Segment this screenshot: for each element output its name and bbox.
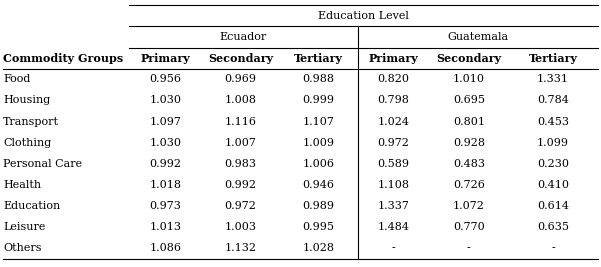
Text: 1.028: 1.028 xyxy=(302,244,335,253)
Text: 1.337: 1.337 xyxy=(377,201,410,211)
Text: 1.007: 1.007 xyxy=(224,138,257,148)
Text: 0.483: 0.483 xyxy=(453,159,485,169)
Text: 0.928: 0.928 xyxy=(453,138,485,148)
Text: 1.108: 1.108 xyxy=(377,180,410,190)
Text: 1.086: 1.086 xyxy=(149,244,182,253)
Text: Transport: Transport xyxy=(3,117,59,127)
Text: Secondary: Secondary xyxy=(208,53,273,64)
Text: 1.099: 1.099 xyxy=(537,138,569,148)
Text: 1.013: 1.013 xyxy=(149,222,182,232)
Text: Housing: Housing xyxy=(3,96,50,105)
Text: 0.614: 0.614 xyxy=(537,201,569,211)
Text: Primary: Primary xyxy=(369,53,418,64)
Text: 0.992: 0.992 xyxy=(149,159,182,169)
Text: 1.484: 1.484 xyxy=(377,222,410,232)
Text: 0.983: 0.983 xyxy=(224,159,257,169)
Text: Primary: Primary xyxy=(141,53,190,64)
Text: 0.770: 0.770 xyxy=(453,222,484,232)
Text: Others: Others xyxy=(3,244,41,253)
Text: 0.635: 0.635 xyxy=(537,222,569,232)
Text: 1.010: 1.010 xyxy=(453,74,485,84)
Text: 0.999: 0.999 xyxy=(302,96,335,105)
Text: 1.107: 1.107 xyxy=(302,117,335,127)
Text: 1.030: 1.030 xyxy=(149,138,182,148)
Text: 0.946: 0.946 xyxy=(302,180,335,190)
Text: Health: Health xyxy=(3,180,41,190)
Text: 1.006: 1.006 xyxy=(302,159,335,169)
Text: 0.973: 0.973 xyxy=(149,201,182,211)
Text: 1.331: 1.331 xyxy=(537,74,569,84)
Text: Food: Food xyxy=(3,74,31,84)
Text: Guatemala: Guatemala xyxy=(447,32,508,42)
Text: 0.995: 0.995 xyxy=(302,222,335,232)
Text: 0.589: 0.589 xyxy=(377,159,410,169)
Text: 0.784: 0.784 xyxy=(537,96,569,105)
Text: 1.008: 1.008 xyxy=(224,96,257,105)
Text: 0.453: 0.453 xyxy=(537,117,569,127)
Text: 0.230: 0.230 xyxy=(537,159,569,169)
Text: 1.024: 1.024 xyxy=(377,117,410,127)
Text: Education Level: Education Level xyxy=(318,11,409,21)
Text: 1.003: 1.003 xyxy=(224,222,257,232)
Text: 0.969: 0.969 xyxy=(224,74,257,84)
Text: 0.798: 0.798 xyxy=(377,96,410,105)
Text: 0.989: 0.989 xyxy=(302,201,335,211)
Text: 1.009: 1.009 xyxy=(302,138,335,148)
Text: 0.726: 0.726 xyxy=(453,180,485,190)
Text: Leisure: Leisure xyxy=(3,222,46,232)
Text: Commodity Groups: Commodity Groups xyxy=(3,53,123,64)
Text: 1.030: 1.030 xyxy=(149,96,182,105)
Text: Personal Care: Personal Care xyxy=(3,159,82,169)
Text: 1.097: 1.097 xyxy=(149,117,182,127)
Text: 0.410: 0.410 xyxy=(537,180,569,190)
Text: -: - xyxy=(467,244,471,253)
Text: -: - xyxy=(392,244,395,253)
Text: 1.072: 1.072 xyxy=(453,201,485,211)
Text: 0.695: 0.695 xyxy=(453,96,485,105)
Text: 0.988: 0.988 xyxy=(302,74,335,84)
Text: 0.820: 0.820 xyxy=(377,74,410,84)
Text: 0.992: 0.992 xyxy=(224,180,257,190)
Text: 0.972: 0.972 xyxy=(224,201,257,211)
Text: -: - xyxy=(551,244,555,253)
Text: Ecuador: Ecuador xyxy=(220,32,267,42)
Text: 0.801: 0.801 xyxy=(453,117,485,127)
Text: Tertiary: Tertiary xyxy=(294,53,343,64)
Text: 0.972: 0.972 xyxy=(377,138,410,148)
Text: Education: Education xyxy=(3,201,60,211)
Text: 0.956: 0.956 xyxy=(149,74,182,84)
Text: Secondary: Secondary xyxy=(436,53,501,64)
Text: 1.018: 1.018 xyxy=(149,180,182,190)
Text: 1.132: 1.132 xyxy=(224,244,257,253)
Text: Tertiary: Tertiary xyxy=(528,53,578,64)
Text: 1.116: 1.116 xyxy=(224,117,257,127)
Text: Clothing: Clothing xyxy=(3,138,51,148)
